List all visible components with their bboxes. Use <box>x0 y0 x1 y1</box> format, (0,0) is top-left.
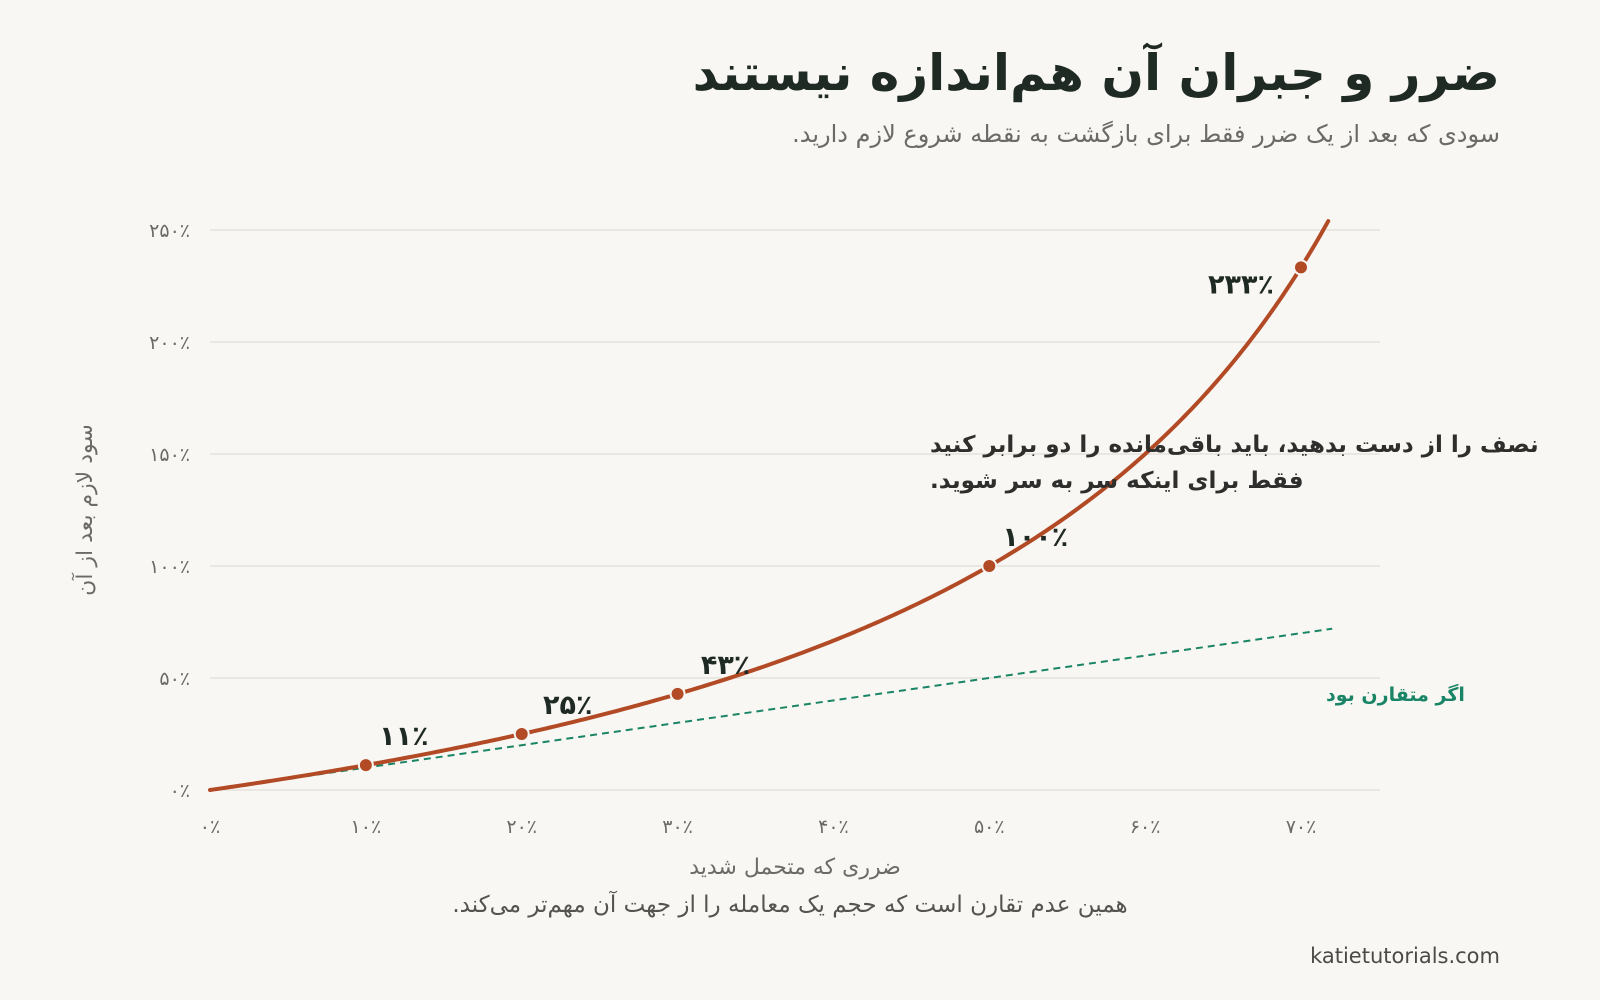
highlight-point <box>1293 259 1309 276</box>
point-label: ۴۳٪ <box>701 650 750 681</box>
footnote: همین عدم تقارن است که حجم یک معامله را ا… <box>452 892 1128 918</box>
y-axis-label: سود لازم بعد از آن <box>71 424 98 596</box>
grid-layer <box>210 229 1380 791</box>
symmetric-series-label: اگر متقارن بود <box>1326 683 1465 706</box>
symmetric-series-line <box>209 627 1333 791</box>
annotation-line-2: فقط برای اینکه سر به سر شوید. <box>930 468 1304 494</box>
y-tick-label: ۲۵۰٪ <box>149 220 190 242</box>
x-tick-label: ۷۰٪ <box>1286 816 1317 838</box>
point-label: ۱۱٪ <box>379 721 428 752</box>
highlight-point <box>513 726 530 742</box>
y-tick-label: ۰٪ <box>170 780 190 802</box>
highlight-point <box>669 685 686 702</box>
x-tick-label: ۰٪ <box>200 816 220 838</box>
page-title: ضرر و جبران آن هم‌اندازه نیستند <box>692 44 1500 102</box>
point-label: ۲۵٪ <box>543 690 592 721</box>
y-tick-label: ۲۰۰٪ <box>149 332 190 354</box>
annotation-line-1: نصف را از دست بدهید، باید باقی‌مانده را … <box>930 432 1539 458</box>
x-tick-label: ۵۰٪ <box>974 816 1005 838</box>
point-labels: ۱۱٪ ۲۵٪ ۴۳٪ ۱۰۰٪ ۲۳۳٪ <box>379 269 1274 752</box>
x-tick-label: ۶۰٪ <box>1130 816 1161 838</box>
highlight-point <box>981 558 998 574</box>
x-tick-label: ۴۰٪ <box>818 816 849 838</box>
y-tick-label: ۱۵۰٪ <box>149 444 190 466</box>
y-tick-label: ۱۰۰٪ <box>149 556 190 578</box>
highlight-points <box>357 259 1309 774</box>
point-label: ۲۳۳٪ <box>1208 269 1274 300</box>
x-tick-label: ۱۰٪ <box>351 816 382 838</box>
required-gain-series-line <box>208 219 1331 792</box>
credit-link[interactable]: katietutorials.com <box>1310 944 1500 968</box>
y-axis-ticks: ۰٪ ۵۰٪ ۱۰۰٪ ۱۵۰٪ ۲۰۰٪ ۲۵۰٪ <box>149 220 190 802</box>
x-axis-ticks: ۰٪ ۱۰٪ ۲۰٪ ۳۰٪ ۴۰٪ ۵۰٪ ۶۰٪ ۷۰٪ <box>200 816 1317 838</box>
x-tick-label: ۲۰٪ <box>506 816 537 838</box>
x-tick-label: ۳۰٪ <box>662 816 693 838</box>
x-axis-label: ضرری که متحمل شدید <box>689 855 901 880</box>
point-label: ۱۰۰٪ <box>1002 522 1068 553</box>
page-subtitle: سودی که بعد از یک ضرر فقط برای بازگشت به… <box>792 120 1500 148</box>
highlight-point <box>357 757 374 774</box>
y-tick-label: ۵۰٪ <box>159 668 190 690</box>
